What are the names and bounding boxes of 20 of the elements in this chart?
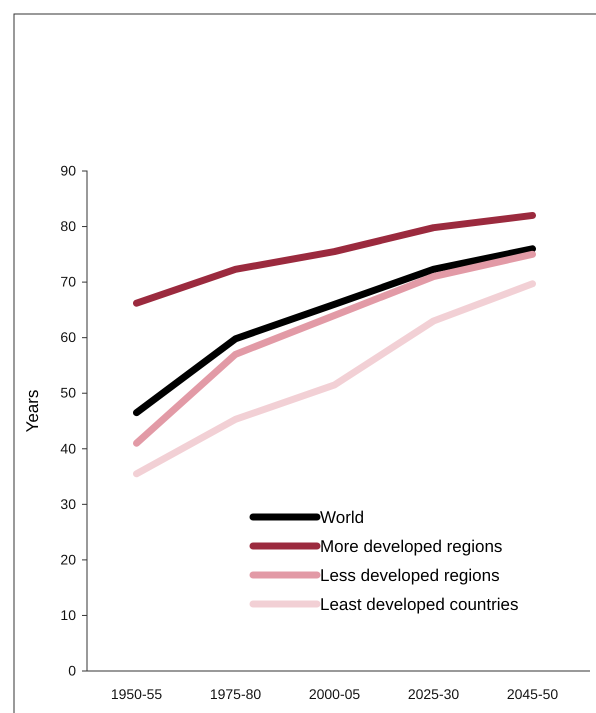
legend-label: Less developed regions (320, 566, 500, 585)
y-axis-title: Years (23, 390, 42, 432)
y-tick-label: 60 (60, 329, 76, 346)
x-tick-label: 1975-80 (210, 686, 262, 702)
y-tick-label: 10 (60, 606, 76, 623)
x-tick-label: 2000-05 (308, 686, 360, 702)
y-tick-label: 90 (60, 162, 76, 178)
y-tick-label: 30 (60, 496, 76, 512)
y-tick-label: 0 (68, 662, 76, 678)
y-tick-label: 70 (60, 274, 76, 290)
legend-label: World (320, 508, 364, 527)
y-tick-label: 40 (60, 440, 76, 456)
y-tick-label: 80 (60, 218, 76, 234)
y-tick-label: 20 (60, 551, 76, 568)
x-tick-label: 2025-30 (408, 686, 460, 702)
x-tick-label: 1950-55 (110, 686, 162, 702)
x-tick-label: 2045-50 (506, 686, 558, 702)
y-tick-label: 50 (60, 384, 76, 401)
legend-label: More developed regions (320, 537, 502, 556)
legend-label: Least developed countries (320, 595, 518, 614)
